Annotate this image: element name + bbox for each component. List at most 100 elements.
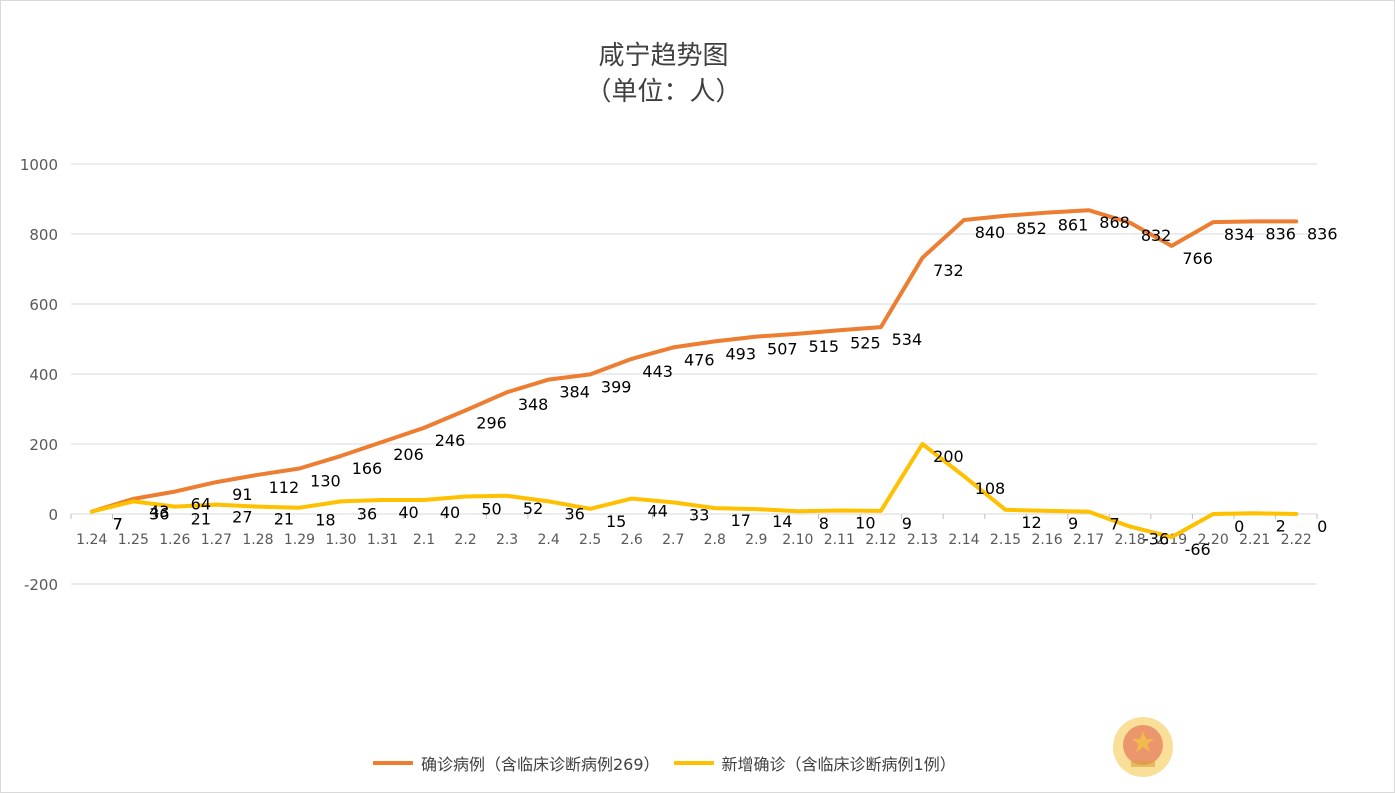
data-label-new: 10 <box>855 514 875 533</box>
x-tick-label: 2.1 <box>413 532 435 548</box>
y-tick-label: 800 <box>29 226 58 244</box>
data-label-confirmed: 91 <box>232 485 252 504</box>
data-label-new: 50 <box>481 500 501 519</box>
x-tick-label: 2.18 <box>1115 532 1146 548</box>
data-label-new: 40 <box>440 503 460 522</box>
data-label-new: 108 <box>975 479 1006 498</box>
data-label-new: 14 <box>772 512 792 531</box>
x-tick-label: 2.2 <box>454 532 476 548</box>
data-label-confirmed: 534 <box>892 330 923 349</box>
data-label-new: 7 <box>1109 515 1119 534</box>
data-label-new: 15 <box>606 512 626 531</box>
x-tick-label: 1.25 <box>118 532 149 548</box>
x-tick-label: 2.7 <box>662 532 684 548</box>
x-tick-label: 2.15 <box>990 532 1021 548</box>
x-tick-label: 1.28 <box>242 532 273 548</box>
data-label-new: 36 <box>149 504 169 523</box>
national-emblem-icon <box>1113 717 1173 777</box>
data-label-confirmed: 836 <box>1307 224 1338 243</box>
x-tick-label: 2.8 <box>704 532 726 548</box>
data-label-confirmed: 507 <box>767 340 798 359</box>
data-label-new: 52 <box>523 499 543 518</box>
y-tick-label: 200 <box>29 436 58 454</box>
data-label-confirmed: 493 <box>725 344 756 363</box>
x-tick-label: 1.29 <box>284 532 315 548</box>
data-label-new: 36 <box>564 504 584 523</box>
x-tick-label: 2.11 <box>824 532 855 548</box>
data-label-confirmed: 732 <box>933 261 964 280</box>
data-label-new: 8 <box>819 514 829 533</box>
data-label-new: 0 <box>1317 517 1327 536</box>
data-label-new: 21 <box>274 510 294 529</box>
x-tick-label: 2.6 <box>621 532 643 548</box>
x-tick-label: 1.30 <box>325 532 356 548</box>
data-label-confirmed: 852 <box>1016 219 1047 238</box>
x-tick-label: 2.16 <box>1031 532 1062 548</box>
data-label-new: 27 <box>232 508 252 527</box>
y-tick-label: 600 <box>29 296 58 314</box>
data-label-confirmed: 399 <box>601 377 632 396</box>
x-tick-label: 1.26 <box>159 532 190 548</box>
data-label-new: 44 <box>648 502 668 521</box>
data-label-new: 200 <box>933 447 964 466</box>
x-tick-label: 2.20 <box>1198 532 1229 548</box>
data-label-confirmed: 64 <box>191 495 211 514</box>
x-tick-label: 2.13 <box>907 532 938 548</box>
data-label-confirmed: 836 <box>1265 224 1296 243</box>
y-tick-label: -200 <box>24 576 58 594</box>
data-label-confirmed: 296 <box>476 413 507 432</box>
x-tick-label: 1.24 <box>76 532 107 548</box>
data-label-confirmed: 166 <box>352 459 383 478</box>
data-label-confirmed: 515 <box>809 337 840 356</box>
data-label-confirmed: 861 <box>1058 216 1089 235</box>
legend-item-confirmed: 确诊病例（含临床诊断病例269） <box>373 751 660 775</box>
data-label-confirmed: 476 <box>684 350 715 369</box>
data-label-new: -66 <box>1185 540 1211 559</box>
data-label-new: 18 <box>315 511 335 530</box>
x-tick-label: 2.21 <box>1239 532 1270 548</box>
legend-item-new: 新增确诊（含临床诊断病例1例） <box>673 751 956 775</box>
data-label-confirmed: 7 <box>113 515 123 534</box>
data-label-new: 36 <box>357 504 377 523</box>
data-label-new: 17 <box>731 511 751 530</box>
x-tick-label: 2.10 <box>782 532 813 548</box>
data-label-confirmed: 130 <box>310 472 341 491</box>
data-label-confirmed: 246 <box>435 431 466 450</box>
legend-swatch-new <box>673 761 714 765</box>
data-label-new: 21 <box>191 510 211 529</box>
data-label-confirmed: 525 <box>850 333 881 352</box>
x-tick-label: 2.3 <box>496 532 518 548</box>
data-label-confirmed: 766 <box>1182 249 1213 268</box>
data-label-new: 40 <box>398 503 418 522</box>
data-label-new: -36 <box>1143 530 1169 549</box>
legend-label-confirmed: 确诊病例（含临床诊断病例269） <box>421 755 660 774</box>
y-tick-label: 400 <box>29 366 58 384</box>
data-label-new: 9 <box>1068 514 1078 533</box>
legend-label-new: 新增确诊（含临床诊断病例1例） <box>721 755 956 774</box>
y-tick-label: 1000 <box>20 156 58 174</box>
x-tick-label: 1.31 <box>367 532 398 548</box>
data-label-confirmed: 112 <box>269 478 300 497</box>
data-label-confirmed: 443 <box>642 362 673 381</box>
data-label-new: 0 <box>1234 517 1244 536</box>
data-label-new: 2 <box>1276 516 1286 535</box>
x-tick-label: 2.17 <box>1073 532 1104 548</box>
data-label-new: 7 <box>113 515 123 534</box>
x-tick-label: 2.9 <box>745 532 767 548</box>
chart-legend: 确诊病例（含临床诊断病例269） 新增确诊（含临床诊断病例1例） <box>373 751 970 775</box>
data-label-confirmed: 840 <box>975 223 1006 242</box>
data-label-new: 9 <box>902 514 912 533</box>
data-label-new: 12 <box>1021 513 1041 532</box>
x-tick-label: 2.12 <box>865 532 896 548</box>
data-label-confirmed: 832 <box>1141 226 1172 245</box>
x-tick-label: 2.14 <box>948 532 979 548</box>
data-label-new: 33 <box>689 505 709 524</box>
data-label-confirmed: 348 <box>518 395 549 414</box>
data-label-confirmed: 384 <box>559 383 590 402</box>
series-line-new <box>89 442 1299 540</box>
data-label-confirmed: 43 <box>149 502 169 521</box>
data-label-confirmed: 834 <box>1224 225 1255 244</box>
x-tick-label: 1.27 <box>201 532 232 548</box>
